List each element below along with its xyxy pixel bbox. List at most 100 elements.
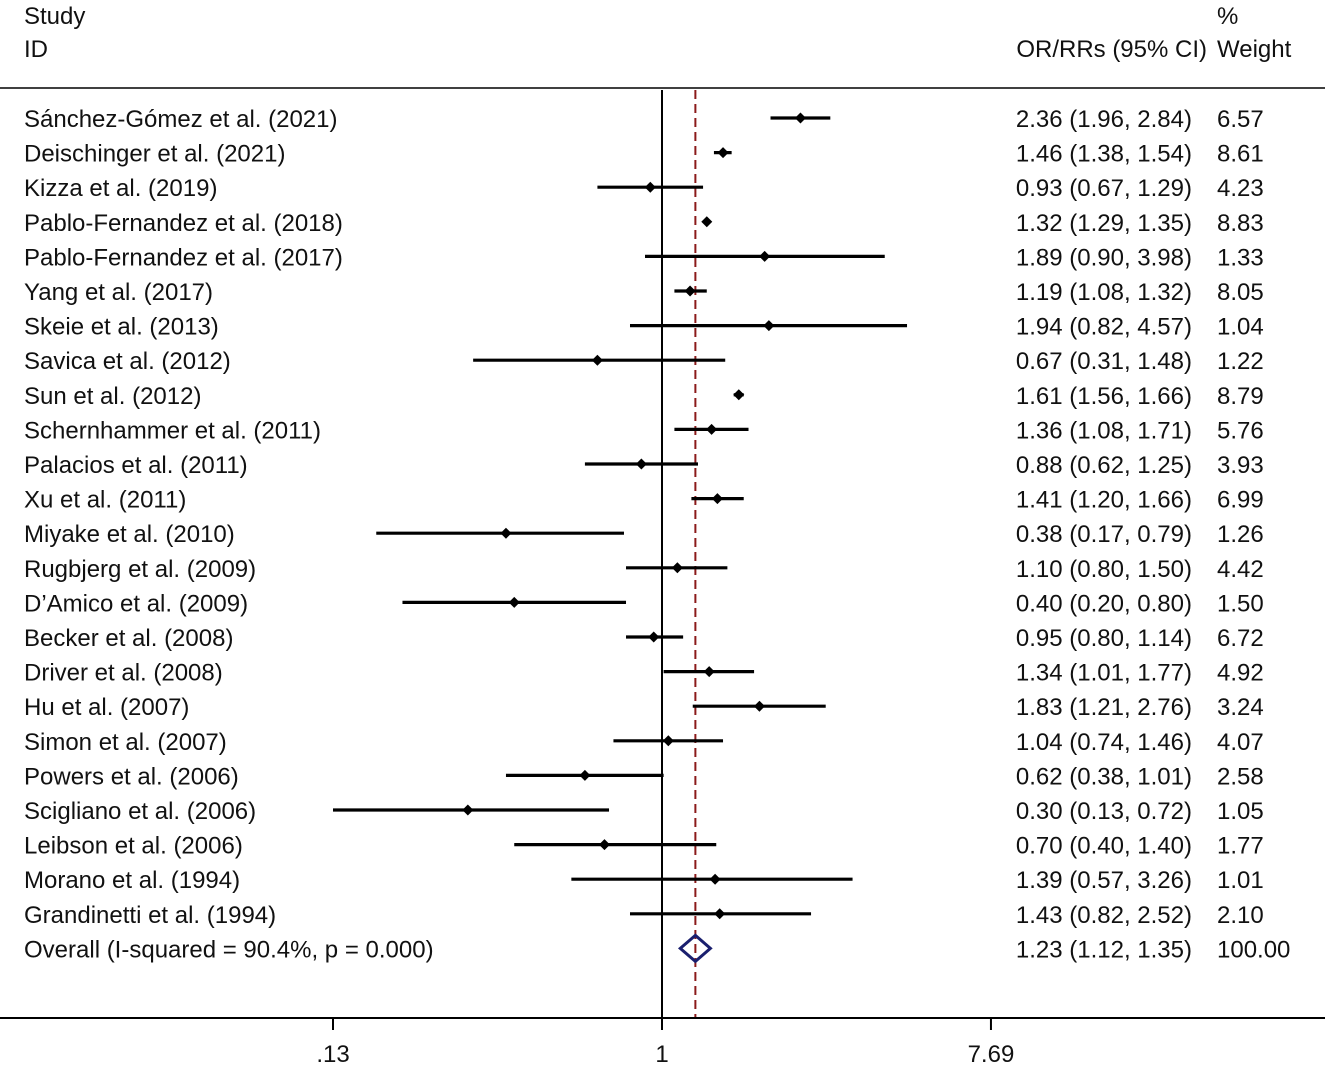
weight-value: 8.05: [1217, 279, 1264, 306]
study-row: Becker et al. (2008) 0.95 (0.80, 1.14) 6.7…: [24, 625, 1264, 652]
ci-value: 1.10 (0.80, 1.50): [1016, 556, 1192, 583]
study-row: Skeie et al. (2013) 1.94 (0.82, 4.57) 1.04: [24, 314, 1264, 341]
point-estimate-marker: [709, 873, 721, 885]
weight-value: 1.22: [1217, 348, 1264, 375]
study-row: Hu et al. (2007) 1.83 (1.21, 2.76) 3.24: [24, 694, 1264, 721]
point-estimate-marker: [684, 285, 696, 297]
study-row: Savica et al. (2012) 0.67 (0.31, 1.48) 1.2…: [24, 348, 1264, 375]
study-label: Scigliano et al. (2006): [24, 798, 256, 825]
study-label: Becker et al. (2008): [24, 625, 233, 652]
study-label: Deischinger et al. (2021): [24, 141, 285, 168]
weight-value: 2.58: [1217, 763, 1264, 790]
ci-value: 1.61 (1.56, 1.66): [1016, 383, 1192, 410]
weight-value: 1.04: [1217, 314, 1264, 341]
study-label: Morano et al. (1994): [24, 867, 240, 894]
weight-value: 3.93: [1217, 452, 1264, 479]
effect-header: OR/RRs (95% CI): [1016, 36, 1207, 63]
ci-value: 1.36 (1.08, 1.71): [1016, 417, 1192, 444]
study-label: D’Amico et al. (2009): [24, 590, 248, 617]
weight-value: 5.76: [1217, 417, 1264, 444]
point-estimate-marker: [462, 804, 474, 816]
point-estimate-marker: [598, 839, 610, 851]
weight-value: 4.92: [1217, 660, 1264, 687]
header: Study ID OR/RRs (95% CI) % Weight: [24, 3, 1292, 63]
ci-value: 1.04 (0.74, 1.46): [1016, 729, 1192, 756]
point-estimate-marker: [635, 458, 647, 470]
study-row: Pablo-Fernandez et al. (2017) 1.89 (0.90,…: [24, 244, 1264, 271]
point-estimate-marker: [671, 562, 683, 574]
study-row: Morano et al. (1994) 1.39 (0.57, 3.26) 1.0…: [24, 867, 1264, 894]
ci-value: 1.39 (0.57, 3.26): [1016, 867, 1192, 894]
study-label: Driver et al. (2008): [24, 660, 223, 687]
study-label: Savica et al. (2012): [24, 348, 231, 375]
weight-header-line1: %: [1217, 3, 1238, 30]
study-row: Miyake et al. (2010) 0.38 (0.17, 0.79) 1.2…: [24, 521, 1264, 548]
point-estimate-marker: [648, 631, 660, 643]
ci-value: 1.94 (0.82, 4.57): [1016, 314, 1192, 341]
weight-value: 1.01: [1217, 867, 1264, 894]
study-label: Sun et al. (2012): [24, 383, 201, 410]
x-tick-label: 7.69: [968, 1041, 1015, 1068]
weight-value: 6.57: [1217, 106, 1264, 133]
ci-value: 1.89 (0.90, 3.98): [1016, 244, 1192, 271]
point-estimate-marker: [591, 354, 603, 366]
study-label: Pablo-Fernandez et al. (2018): [24, 210, 343, 237]
ci-value: 1.34 (1.01, 1.77): [1016, 660, 1192, 687]
study-row: D’Amico et al. (2009) 0.40 (0.20, 0.80) 1.…: [24, 590, 1264, 617]
study-row: Simon et al. (2007) 1.04 (0.74, 1.46) 4.07: [24, 729, 1264, 756]
point-estimate-marker: [759, 250, 771, 262]
study-row: Powers et al. (2006) 0.62 (0.38, 1.01) 2.5…: [24, 763, 1264, 790]
weight-value: 1.33: [1217, 244, 1264, 271]
study-label: Grandinetti et al. (1994): [24, 902, 276, 929]
study-row: Kizza et al. (2019) 0.93 (0.67, 1.29) 4.23: [24, 175, 1264, 202]
x-tick-label: .13: [316, 1041, 349, 1068]
weight-value: 1.26: [1217, 521, 1264, 548]
point-estimate-marker: [794, 112, 806, 124]
ci-value: 0.38 (0.17, 0.79): [1016, 521, 1192, 548]
weight-value: 1.77: [1217, 833, 1264, 860]
ci-value: 1.19 (1.08, 1.32): [1016, 279, 1192, 306]
study-row: Rugbjerg et al. (2009) 1.10 (0.80, 1.50) 4…: [24, 556, 1264, 583]
ci-value: 1.32 (1.29, 1.35): [1016, 210, 1192, 237]
weight-value: 8.61: [1217, 141, 1264, 168]
overall-label: Overall (I-squared = 90.4%, p = 0.000): [24, 936, 434, 963]
point-estimate-marker: [703, 666, 715, 678]
point-estimate-marker: [579, 769, 591, 781]
study-label: Miyake et al. (2010): [24, 521, 235, 548]
ci-value: 1.41 (1.20, 1.66): [1016, 487, 1192, 514]
study-row: Palacios et al. (2011) 0.88 (0.62, 1.25) 3…: [24, 452, 1264, 479]
ci-value: 0.62 (0.38, 1.01): [1016, 763, 1192, 790]
point-estimate-marker: [701, 216, 713, 228]
study-row: Driver et al. (2008) 1.34 (1.01, 1.77) 4.9…: [24, 660, 1264, 687]
point-estimate-marker: [763, 320, 775, 332]
weight-value: 1.05: [1217, 798, 1264, 825]
weight-value: 4.23: [1217, 175, 1264, 202]
study-label: Palacios et al. (2011): [24, 452, 248, 479]
weight-value: 4.07: [1217, 729, 1264, 756]
ci-value: 0.88 (0.62, 1.25): [1016, 452, 1192, 479]
study-label: Leibson et al. (2006): [24, 833, 243, 860]
study-label: Xu et al. (2011): [24, 487, 186, 514]
point-estimate-marker: [733, 389, 745, 401]
point-estimate-marker: [753, 700, 765, 712]
study-header-line2: ID: [24, 36, 48, 63]
point-estimate-marker: [717, 147, 729, 159]
study-row: Yang et al. (2017) 1.19 (1.08, 1.32) 8.05: [24, 279, 1264, 306]
ci-value: 1.43 (0.82, 2.52): [1016, 902, 1192, 929]
point-estimate-marker: [662, 735, 674, 747]
study-label: Pablo-Fernandez et al. (2017): [24, 244, 343, 271]
study-row: Grandinetti et al. (1994) 1.43 (0.82, 2.5…: [24, 902, 1264, 929]
pooled-diamond: [677, 933, 713, 964]
weight-value: 3.24: [1217, 694, 1264, 721]
study-row: Sánchez-Gómez et al. (2021) 2.36 (1.96, 2…: [24, 106, 1264, 133]
ci-value: 1.46 (1.38, 1.54): [1016, 141, 1192, 168]
overall-row: Overall (I-squared = 90.4%, p = 0.000) 1.…: [24, 933, 1290, 964]
ci-value: 0.67 (0.31, 1.48): [1016, 348, 1192, 375]
study-row: Pablo-Fernandez et al. (2018) 1.32 (1.29,…: [24, 210, 1264, 237]
ci-value: 2.36 (1.96, 2.84): [1016, 106, 1192, 133]
point-estimate-marker: [711, 493, 723, 505]
study-label: Yang et al. (2017): [24, 279, 213, 306]
study-label: Sánchez-Gómez et al. (2021): [24, 106, 338, 133]
weight-value: 4.42: [1217, 556, 1264, 583]
